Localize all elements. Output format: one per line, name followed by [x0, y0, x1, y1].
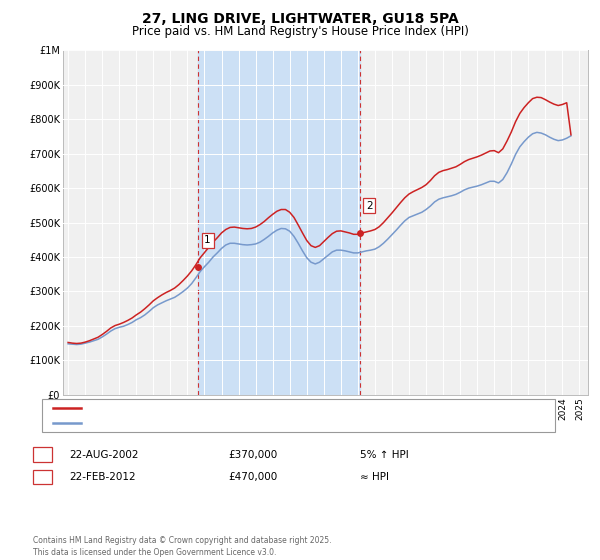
- Text: 1: 1: [205, 235, 211, 245]
- Text: HPI: Average price, detached house, Surrey Heath: HPI: Average price, detached house, Surr…: [86, 418, 331, 428]
- Bar: [199, 50, 360, 395]
- Text: 5% ↑ HPI: 5% ↑ HPI: [360, 450, 409, 460]
- Text: ≈ HPI: ≈ HPI: [360, 472, 389, 482]
- Text: Price paid vs. HM Land Registry's House Price Index (HPI): Price paid vs. HM Land Registry's House …: [131, 25, 469, 38]
- Text: 22-AUG-2002: 22-AUG-2002: [69, 450, 139, 460]
- Text: £470,000: £470,000: [228, 472, 277, 482]
- Text: 27, LING DRIVE, LIGHTWATER, GU18 5PA: 27, LING DRIVE, LIGHTWATER, GU18 5PA: [142, 12, 458, 26]
- Text: 1: 1: [39, 450, 46, 460]
- Text: 2: 2: [366, 201, 373, 211]
- Text: 22-FEB-2012: 22-FEB-2012: [69, 472, 136, 482]
- Text: 27, LING DRIVE, LIGHTWATER, GU18 5PA (detached house): 27, LING DRIVE, LIGHTWATER, GU18 5PA (de…: [86, 403, 374, 413]
- Text: £370,000: £370,000: [228, 450, 277, 460]
- Text: 2: 2: [39, 472, 46, 482]
- Text: Contains HM Land Registry data © Crown copyright and database right 2025.
This d: Contains HM Land Registry data © Crown c…: [33, 536, 331, 557]
